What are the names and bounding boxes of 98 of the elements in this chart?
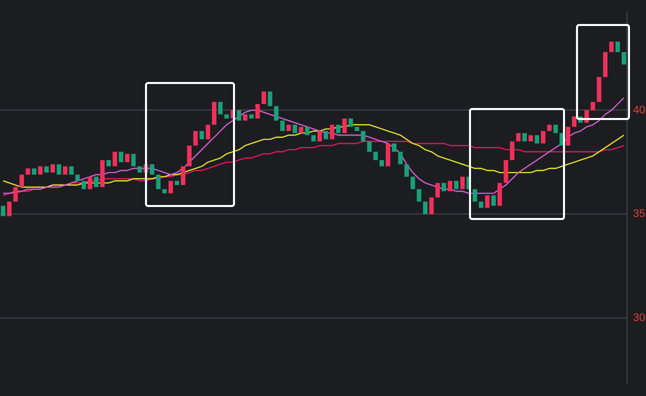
candlestick xyxy=(498,182,502,206)
candlestick xyxy=(236,110,242,121)
candlestick xyxy=(478,202,484,208)
candlestick xyxy=(224,114,229,119)
candlestick xyxy=(249,114,254,119)
candlestick xyxy=(404,164,409,177)
candlestick xyxy=(268,92,272,106)
candlestick xyxy=(472,189,478,202)
candlestick xyxy=(7,202,12,216)
candlestick xyxy=(19,174,24,188)
candlestick xyxy=(82,180,86,190)
candlestick xyxy=(200,131,204,140)
candlestick xyxy=(0,206,6,216)
candlestick xyxy=(373,152,378,160)
candlestick xyxy=(280,120,285,132)
candlestick xyxy=(112,152,118,166)
candlestick xyxy=(448,180,452,192)
candlestick xyxy=(131,154,136,166)
candlestick xyxy=(100,160,105,188)
candlestick xyxy=(311,135,316,142)
candlestick xyxy=(125,154,130,162)
candlestick xyxy=(398,152,403,164)
candlestick xyxy=(566,126,570,146)
candlestick xyxy=(442,182,446,192)
candlestick xyxy=(460,176,465,190)
candlestick xyxy=(13,187,18,202)
candlestick xyxy=(69,166,74,175)
candlestick xyxy=(156,174,161,190)
candlestick xyxy=(510,141,514,160)
candlestick xyxy=(553,124,558,134)
candlestick xyxy=(386,143,390,166)
candlestick xyxy=(187,146,192,166)
candlestick xyxy=(435,182,440,198)
candlestick xyxy=(590,102,596,110)
candlestick xyxy=(360,131,366,142)
candlestick xyxy=(528,135,534,142)
candlestick xyxy=(162,189,167,194)
y-tick-label: 30 xyxy=(633,312,646,324)
candlestick xyxy=(485,195,490,208)
candlestick xyxy=(416,189,422,202)
candlestick xyxy=(286,124,291,132)
candlestick xyxy=(274,106,278,121)
candlestick xyxy=(26,168,30,175)
candlestick xyxy=(504,160,508,183)
candlestick xyxy=(609,42,614,52)
candlestick xyxy=(255,104,260,119)
candlestick xyxy=(106,160,111,166)
candlestick xyxy=(94,176,98,188)
candlestick xyxy=(547,124,552,132)
candlestick xyxy=(180,166,186,186)
candlestick xyxy=(522,133,527,142)
candlestick xyxy=(174,180,180,186)
candlestick xyxy=(168,180,173,194)
candlestick xyxy=(336,124,341,134)
candlestick xyxy=(150,164,154,175)
candlestick xyxy=(615,42,620,52)
candlestick xyxy=(62,166,68,175)
candlestick xyxy=(348,118,353,127)
candlestick xyxy=(354,126,360,132)
candlestick xyxy=(56,164,62,175)
candlestick xyxy=(572,116,576,127)
candlestick xyxy=(88,176,92,190)
candlestick xyxy=(206,124,210,140)
candlestick xyxy=(262,92,266,104)
candlestick xyxy=(534,135,540,144)
candlestick xyxy=(392,143,396,152)
candlestick xyxy=(429,197,434,214)
candlestick xyxy=(410,176,416,190)
candlestick xyxy=(44,166,49,173)
candlestick xyxy=(380,160,384,166)
candlestick xyxy=(342,118,347,134)
candlestick xyxy=(367,141,372,152)
candlestick xyxy=(596,76,602,102)
candlestick xyxy=(32,168,36,175)
candlestick xyxy=(540,131,546,144)
candlestick xyxy=(317,131,322,142)
candlestick xyxy=(330,124,334,140)
candlestick xyxy=(38,166,43,175)
candlestick xyxy=(50,164,55,173)
candlestick xyxy=(212,102,216,125)
candlestick xyxy=(242,114,248,121)
candlestick xyxy=(622,52,626,65)
candlestick xyxy=(292,124,298,134)
candlestick xyxy=(305,126,310,136)
candlestick xyxy=(603,52,608,77)
candlestick xyxy=(218,102,223,114)
candlestick xyxy=(491,195,496,206)
candlestick xyxy=(137,166,142,173)
candlestick xyxy=(324,131,328,140)
y-tick-label: 35 xyxy=(633,208,646,220)
candlestick xyxy=(516,133,521,142)
candlestick xyxy=(193,131,198,146)
candlestick xyxy=(298,126,304,134)
candlestick xyxy=(118,152,124,162)
candlestick xyxy=(454,180,459,190)
candlestick xyxy=(423,202,428,214)
candlestick xyxy=(75,174,80,181)
y-tick-label: 40 xyxy=(633,104,646,116)
